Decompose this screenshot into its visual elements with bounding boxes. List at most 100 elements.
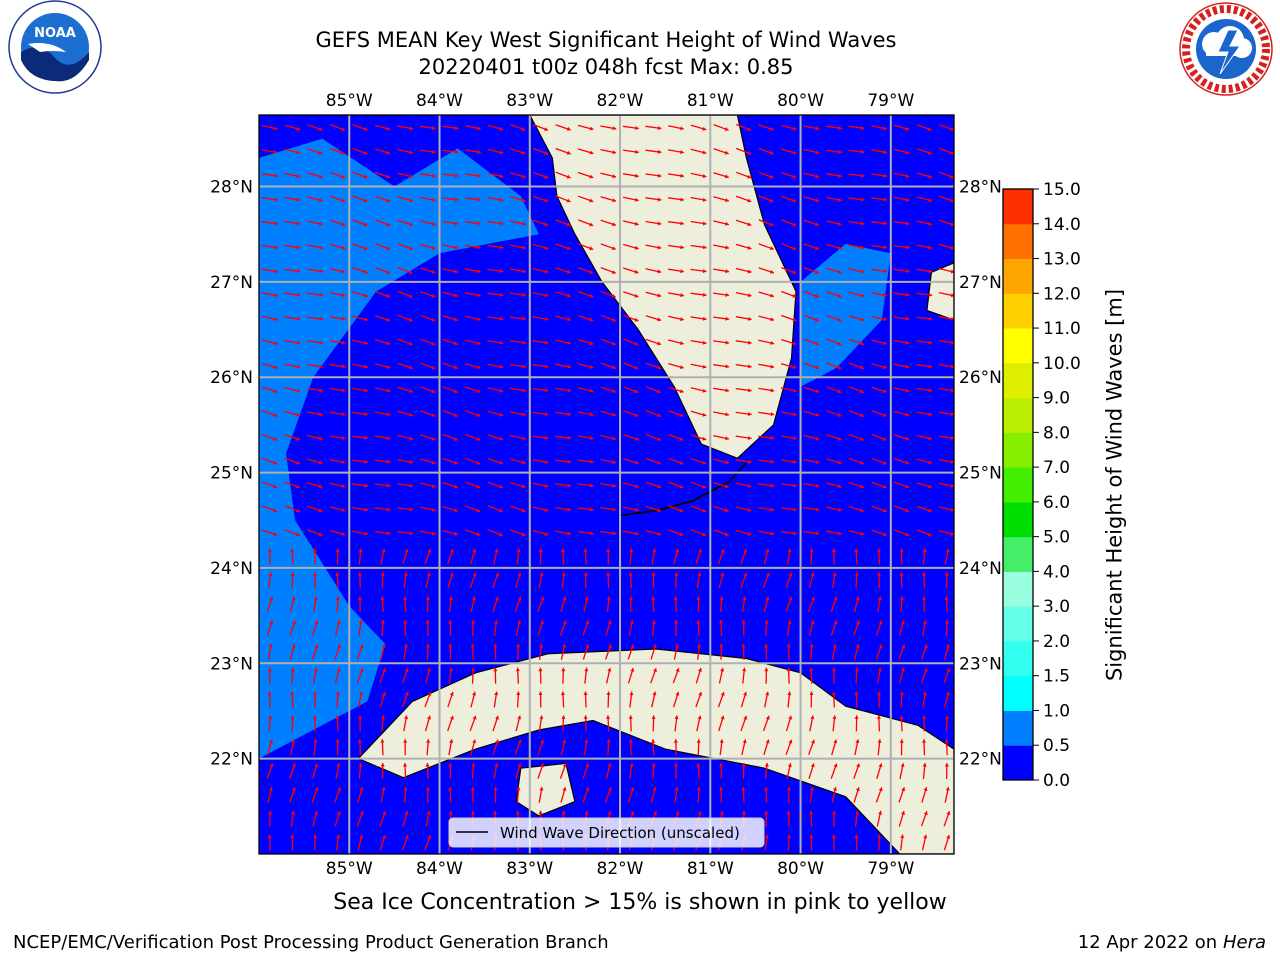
wind-wave-arrowhead <box>426 739 431 743</box>
wind-wave-arrowhead <box>312 715 317 719</box>
wind-wave-arrowhead <box>905 197 910 202</box>
wind-wave-arrowhead <box>567 459 572 464</box>
wind-wave-arrowhead <box>741 786 746 791</box>
wind-wave-arrowhead <box>585 787 590 792</box>
wind-wave-arrowhead <box>679 341 684 345</box>
wind-wave-arrowhead <box>764 810 769 815</box>
wind-wave-arrowhead <box>702 436 707 441</box>
map-area <box>259 115 954 854</box>
footer-host: Hera <box>1222 932 1266 953</box>
wind-wave-arrowhead <box>381 691 386 696</box>
wind-wave-arrowhead <box>313 596 318 600</box>
wind-wave-arrowhead <box>567 388 572 393</box>
wind-wave-arrowhead <box>928 245 933 250</box>
wind-wave-arrowhead <box>674 644 679 648</box>
wind-wave-arrowhead <box>499 197 504 202</box>
wind-wave-arrowhead <box>951 388 954 393</box>
lat-labels-right: 28°N 27°N 26°N 25°N 24°N 23°N 22°N <box>959 178 1002 770</box>
lat-label-right: 28°N <box>959 178 1002 198</box>
sea-ice-note: Sea Ice Concentration > 15% is shown in … <box>333 890 947 915</box>
wind-wave-arrowhead <box>562 739 567 744</box>
wind-wave-arrowhead <box>855 644 860 648</box>
wind-wave-arrowhead <box>878 763 883 768</box>
wind-wave-arrowhead <box>720 692 725 696</box>
wind-wave-arrowhead <box>426 667 431 672</box>
wind-wave-arrowhead <box>770 507 775 512</box>
wind-wave-arrowhead <box>815 460 820 465</box>
wind-wave-arrowhead <box>521 460 526 465</box>
wind-wave-arrowhead <box>499 269 504 274</box>
wind-wave-arrowhead <box>679 532 684 537</box>
wind-wave-arrowhead <box>634 197 639 202</box>
wind-wave-arrowhead <box>788 572 793 577</box>
wind-wave-arrowhead <box>522 436 526 441</box>
wind-wave-arrowhead <box>589 436 594 441</box>
wind-wave-arrowhead <box>792 317 797 322</box>
wind-wave-arrowhead <box>589 388 594 393</box>
wind-wave-arrowhead <box>905 245 910 250</box>
wind-wave-arrowhead <box>905 292 910 297</box>
wind-wave-arrowhead <box>877 739 882 743</box>
wind-wave-arrowhead <box>318 508 323 513</box>
wind-wave-arrowhead <box>747 340 752 345</box>
wind-wave-arrowhead <box>724 127 729 131</box>
wind-wave-arrowhead <box>267 548 272 552</box>
wind-wave-arrowhead <box>313 667 318 672</box>
wind-wave-arrowhead <box>335 548 340 552</box>
wind-wave-arrowhead <box>454 149 459 154</box>
wind-wave-arrowhead <box>448 643 453 648</box>
wind-wave-arrowhead <box>882 484 887 489</box>
wind-wave-arrowhead <box>860 413 864 417</box>
wind-wave-arrowhead <box>380 739 385 743</box>
wind-wave-arrowhead <box>341 245 346 250</box>
wind-wave-arrowhead <box>657 437 661 441</box>
wind-wave-arrowhead <box>319 221 323 226</box>
florida-keys <box>619 462 748 517</box>
wind-wave-arrowhead <box>787 834 792 839</box>
lon-label-bottom: 83°W <box>506 859 553 879</box>
wind-wave-arrowhead <box>905 388 910 393</box>
wind-wave-arrowhead <box>521 198 526 203</box>
wind-wave-arrowhead <box>741 620 746 624</box>
wind-wave-arrowhead <box>341 198 346 203</box>
wind-wave-arrowhead <box>837 245 842 250</box>
wind-wave-arrowhead <box>765 572 770 577</box>
wind-wave-arrowhead <box>319 316 323 321</box>
wind-wave-arrowhead <box>403 739 408 743</box>
wind-wave-arrowhead <box>540 739 544 744</box>
wind-wave-arrowhead <box>386 317 391 322</box>
colorbar-tick-label: 3.0 <box>1043 597 1070 617</box>
wind-wave-arrowhead <box>471 620 476 624</box>
lon-label-top: 85°W <box>326 91 373 111</box>
wind-wave-arrowhead <box>431 293 436 298</box>
wind-wave-arrowhead <box>273 365 278 369</box>
colorbar-tick-label: 15.0 <box>1043 180 1081 200</box>
wind-wave-arrowhead <box>336 620 341 625</box>
colorbar-swatch <box>1003 258 1033 294</box>
wind-wave-arrowhead <box>357 572 362 576</box>
wind-wave-arrowhead <box>590 483 594 488</box>
wind-wave-arrowhead <box>923 787 928 792</box>
wind-wave-arrowhead <box>364 435 368 440</box>
wind-wave-arrowhead <box>606 691 611 695</box>
wind-wave-arrowhead <box>427 835 432 839</box>
wind-wave-arrowhead <box>905 460 910 465</box>
wind-wave-arrowhead <box>634 317 639 322</box>
wind-wave-arrowhead <box>792 365 797 369</box>
colorbar-swatch <box>1003 501 1033 538</box>
colorbar-tick-label: 0.5 <box>1043 736 1070 756</box>
wind-wave-arrowhead <box>651 620 656 624</box>
wind-wave-arrowhead <box>431 484 436 489</box>
wind-wave-arrowhead <box>341 174 345 179</box>
wind-wave-arrowhead <box>854 834 859 839</box>
lat-labels-left: 28°N 27°N 26°N 25°N 24°N 23°N 22°N <box>210 178 253 770</box>
wind-wave-arrowhead <box>454 484 458 489</box>
wind-wave-arrowhead <box>628 596 633 600</box>
wind-wave-arrowhead <box>702 245 707 250</box>
wind-wave-arrowhead <box>792 293 797 298</box>
wind-wave-arrowhead <box>516 786 521 791</box>
wind-wave-arrowhead <box>567 412 572 417</box>
wind-wave-arrowhead <box>634 484 639 489</box>
wind-wave-arrowhead <box>743 548 748 553</box>
wind-wave-arrowhead <box>878 620 883 625</box>
